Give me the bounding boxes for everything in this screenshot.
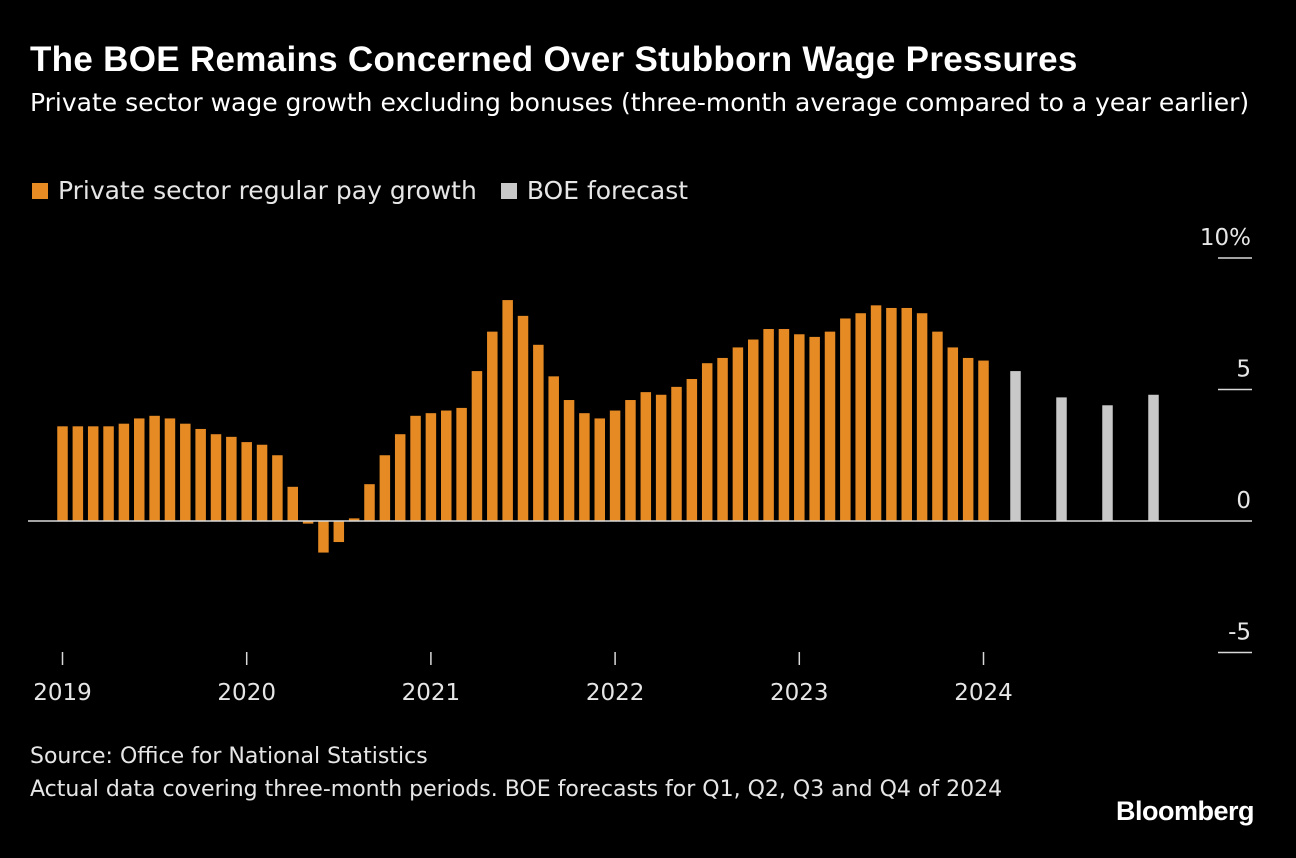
x-tick-label-2024: 2024 <box>954 680 1013 706</box>
bar-actual-5 <box>118 423 130 521</box>
x-tick-label-2023: 2023 <box>770 680 829 706</box>
bar-actual-47 <box>763 329 774 521</box>
bar-actual-29 <box>487 331 498 521</box>
bar-actual-60 <box>962 357 974 521</box>
x-tick-label-2019: 2019 <box>33 680 92 706</box>
bar-actual-6 <box>134 418 145 521</box>
legend-swatch-forecast <box>500 182 517 199</box>
bar-actual-32 <box>533 344 544 521</box>
bar-actual-55 <box>886 307 897 521</box>
bar-actual-53 <box>855 313 866 521</box>
bar-actual-11 <box>210 434 222 521</box>
bar-actual-28 <box>471 371 483 521</box>
bar-actual-46 <box>748 339 759 521</box>
bar-actual-19 <box>333 521 345 543</box>
x-tick-label-2021: 2021 <box>402 680 461 706</box>
legend-item-forecast: BOE forecast <box>500 176 689 205</box>
bar-actual-24 <box>410 415 421 521</box>
bloomberg-logo: Bloomberg <box>1116 796 1255 826</box>
bar-actual-61 <box>978 360 989 521</box>
bar-actual-33 <box>548 376 559 521</box>
y-tick-label-10: 10% <box>1200 225 1251 251</box>
bar-actual-56 <box>901 307 912 521</box>
bar-actual-4 <box>103 426 114 521</box>
bar-forecast-q2 <box>1056 397 1067 521</box>
legend-swatch-actual <box>32 182 48 199</box>
bar-actual-1 <box>57 426 68 521</box>
bar-actual-2 <box>72 426 84 521</box>
y-tick-label-5: 5 <box>1236 357 1251 383</box>
y-tick-label--5: -5 <box>1228 620 1251 646</box>
bar-actual-25 <box>425 413 437 521</box>
bar-actual-15 <box>272 455 283 521</box>
bar-actual-30 <box>502 300 513 521</box>
chart-title: The BOE Remains Concerned Over Stubborn … <box>30 40 1078 79</box>
legend: Private sector regular pay growth BOE fo… <box>32 176 712 205</box>
bar-actual-8 <box>164 418 176 521</box>
bar-actual-52 <box>840 318 851 521</box>
legend-label-actual: Private sector regular pay growth <box>58 176 477 205</box>
bar-actual-42 <box>686 378 698 521</box>
source-note: Source: Office for National Statistics <box>30 744 428 769</box>
bar-actual-58 <box>932 331 943 521</box>
bar-actual-13 <box>241 442 252 521</box>
bar-actual-50 <box>809 336 820 521</box>
bar-actual-16 <box>287 486 298 521</box>
bar-actual-41 <box>671 386 682 521</box>
bar-actual-44 <box>717 357 728 521</box>
bar-actual-54 <box>870 305 882 521</box>
bar-actual-26 <box>441 410 452 521</box>
bar-actual-49 <box>794 334 805 521</box>
legend-label-forecast: BOE forecast <box>526 176 689 205</box>
legend-item-actual: Private sector regular pay growth <box>32 176 477 205</box>
bar-actual-38 <box>625 400 636 521</box>
bar-actual-40 <box>655 394 667 521</box>
bar-actual-39 <box>640 392 652 521</box>
bar-actual-31 <box>517 315 529 521</box>
bar-forecast-q3 <box>1102 405 1113 521</box>
bar-forecast-q1 <box>1010 371 1021 521</box>
bar-actual-14 <box>256 444 268 521</box>
bar-actual-7 <box>149 415 160 521</box>
bar-forecast-q4 <box>1148 394 1159 521</box>
bar-actual-17 <box>302 521 314 524</box>
footnote: Actual data covering three-month periods… <box>30 777 1003 802</box>
bar-actual-45 <box>732 347 744 521</box>
y-tick-label-0: 0 <box>1236 488 1251 514</box>
bar-actual-59 <box>947 347 959 521</box>
bar-actual-18 <box>318 521 329 553</box>
bar-actual-37 <box>609 410 621 521</box>
bar-actual-35 <box>579 413 590 521</box>
bar-actual-20 <box>348 518 360 521</box>
bar-actual-34 <box>563 400 575 521</box>
x-tick-label-2022: 2022 <box>586 680 645 706</box>
bar-actual-51 <box>824 331 836 521</box>
bar-actual-10 <box>195 428 206 521</box>
bar-actual-21 <box>364 484 375 521</box>
bar-actual-3 <box>87 426 99 521</box>
bar-actual-23 <box>394 434 406 521</box>
bar-actual-9 <box>180 423 191 521</box>
bar-actual-12 <box>226 436 237 521</box>
bar-actual-27 <box>456 407 467 521</box>
bar-actual-57 <box>916 313 928 521</box>
chart-subtitle: Private sector wage growth excluding bon… <box>30 88 1250 117</box>
bar-actual-22 <box>379 455 391 521</box>
bar-actual-36 <box>594 418 605 521</box>
bar-actual-43 <box>701 363 713 521</box>
x-tick-label-2020: 2020 <box>217 680 276 706</box>
bar-actual-48 <box>778 329 790 521</box>
